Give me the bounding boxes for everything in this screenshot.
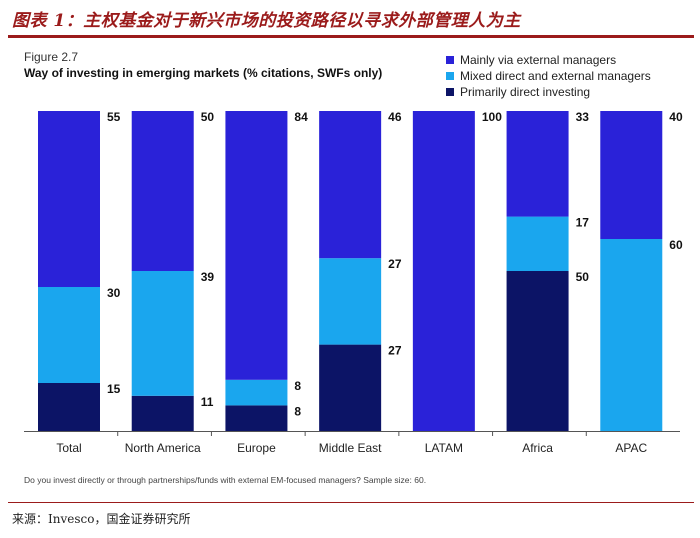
x-tick-label: Middle East — [319, 441, 382, 455]
x-tick-label: Europe — [237, 441, 276, 455]
data-label: 100 — [482, 110, 502, 124]
bar-segment — [225, 379, 288, 406]
data-label: 46 — [388, 110, 402, 124]
data-label: 60 — [669, 238, 683, 252]
legend-label: Mainly via external managers — [460, 53, 617, 67]
data-label: 8 — [294, 379, 301, 393]
data-label: 84 — [294, 110, 308, 124]
bar-segment — [38, 287, 100, 383]
legend-item: Primarily direct investing — [446, 84, 651, 100]
legend-swatch — [446, 72, 454, 80]
data-label: 40 — [669, 110, 683, 124]
chart-footnote: Do you invest directly or through partne… — [24, 475, 427, 485]
figure-label: Figure 2.7 — [24, 50, 79, 64]
x-tick-label: APAC — [615, 441, 647, 455]
data-label: 11 — [201, 395, 214, 409]
header-divider — [8, 35, 694, 38]
bar-segment — [412, 111, 475, 431]
legend-swatch — [446, 56, 454, 64]
bar-segment — [319, 111, 382, 259]
data-label: 39 — [201, 270, 215, 284]
x-tick-label: LATAM — [425, 441, 463, 455]
data-label: 30 — [107, 286, 121, 300]
x-tick-label: Africa — [522, 441, 553, 455]
chart-title: Way of investing in emerging markets (% … — [24, 66, 383, 80]
chart-legend: Mainly via external managers Mixed direc… — [446, 52, 651, 100]
legend-item: Mixed direct and external managers — [446, 68, 651, 84]
bar-segment — [600, 111, 663, 239]
bar-segment — [38, 111, 100, 287]
bar-segment — [600, 239, 663, 431]
data-label: 27 — [388, 344, 402, 358]
bar-segment — [506, 216, 569, 271]
bar-segment — [506, 111, 569, 217]
bar-segment — [131, 395, 194, 431]
data-label: 33 — [576, 110, 590, 124]
data-label: 8 — [294, 404, 301, 418]
data-label: 50 — [576, 270, 590, 284]
bar-segment — [225, 405, 288, 431]
report-figure-title: 图表 1：主权基金对于新兴市场的投资路径以寻求外部管理人为主 — [12, 11, 521, 31]
bar-segment — [131, 111, 194, 271]
source-note: 来源：Invesco，国金证券研究所 — [12, 512, 191, 526]
data-label: 17 — [576, 216, 590, 230]
report-header: 图表 1：主权基金对于新兴市场的投资路径以寻求外部管理人为主 — [0, 0, 700, 38]
bar-segment — [38, 383, 100, 431]
bar-segment — [319, 258, 382, 345]
bar-segment — [131, 271, 194, 396]
data-label: 50 — [201, 110, 215, 124]
bar-segment — [225, 111, 288, 380]
data-label: 55 — [107, 110, 121, 124]
legend-label: Mixed direct and external managers — [460, 69, 651, 83]
data-label: 27 — [388, 257, 402, 271]
legend-label: Primarily direct investing — [460, 85, 591, 99]
x-tick-label: North America — [125, 441, 201, 455]
x-tick-label: Total — [56, 441, 81, 455]
bar-segment — [319, 344, 382, 431]
bar-segment — [506, 271, 569, 431]
legend-swatch — [446, 88, 454, 96]
data-label: 15 — [107, 382, 121, 396]
footer-divider — [8, 502, 694, 503]
legend-item: Mainly via external managers — [446, 52, 651, 68]
